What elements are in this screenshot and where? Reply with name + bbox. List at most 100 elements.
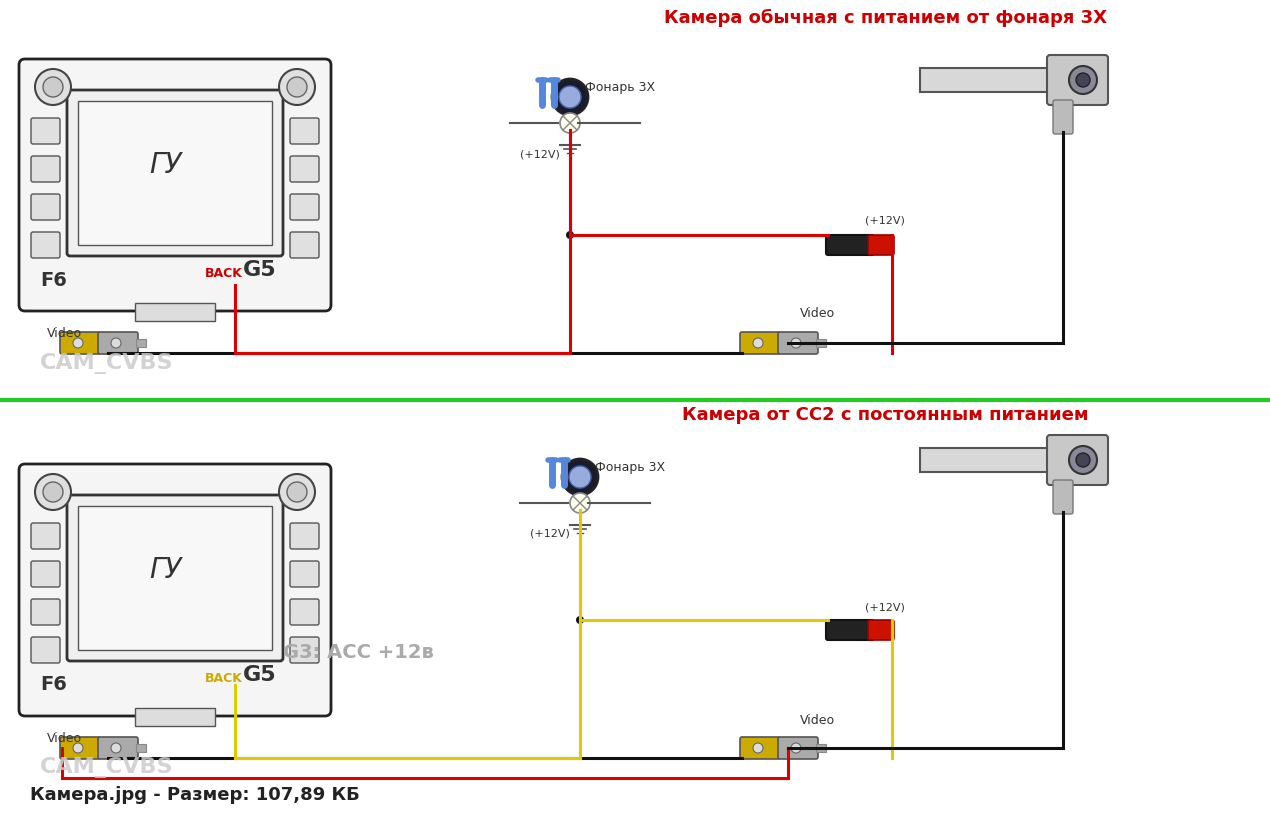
FancyBboxPatch shape [30,599,60,625]
FancyBboxPatch shape [290,637,319,663]
Text: G5: G5 [243,665,277,685]
Circle shape [110,743,121,753]
Bar [98,339,108,347]
FancyBboxPatch shape [1053,480,1073,514]
Text: G3: АСС +12в: G3: АСС +12в [283,643,434,662]
Circle shape [279,69,315,105]
Text: BACK: BACK [204,672,243,685]
Circle shape [36,69,71,105]
FancyBboxPatch shape [30,194,60,220]
FancyBboxPatch shape [779,737,818,759]
Bar [817,339,826,347]
Text: F6: F6 [39,270,67,290]
Text: (+12V): (+12V) [519,149,560,159]
FancyBboxPatch shape [740,737,780,759]
Circle shape [72,743,83,753]
FancyBboxPatch shape [826,620,874,640]
FancyBboxPatch shape [867,620,894,640]
FancyBboxPatch shape [290,156,319,182]
Text: Камера от СС2 с постоянным питанием: Камера от СС2 с постоянным питанием [682,406,1088,424]
Bar [779,744,787,752]
Circle shape [287,482,307,502]
Circle shape [287,77,307,97]
Circle shape [791,338,801,348]
Text: Фонарь 3Х: Фонарь 3Х [596,461,665,474]
Text: F6: F6 [39,676,67,695]
Bar [136,339,146,347]
Circle shape [1069,66,1097,94]
Bar [98,744,108,752]
FancyBboxPatch shape [60,737,100,759]
FancyBboxPatch shape [740,332,780,354]
Text: ГУ: ГУ [149,556,182,584]
FancyBboxPatch shape [30,232,60,258]
Circle shape [110,338,121,348]
Polygon shape [919,68,1071,92]
FancyBboxPatch shape [67,90,283,256]
Text: Video: Video [47,327,83,340]
FancyBboxPatch shape [826,235,874,255]
Circle shape [43,482,64,502]
Text: Фонарь 3Х: Фонарь 3Х [585,80,655,94]
Text: Камера обычная с питанием от фонаря 3Х: Камера обычная с питанием от фонаря 3Х [663,9,1106,27]
FancyBboxPatch shape [290,118,319,144]
Text: BACK: BACK [204,267,243,279]
Circle shape [279,474,315,510]
Circle shape [560,113,580,133]
FancyBboxPatch shape [30,637,60,663]
Bar [77,506,272,650]
Circle shape [577,616,584,624]
Circle shape [753,743,763,753]
Bar [136,744,146,752]
Text: CAM_CVBS: CAM_CVBS [39,352,174,374]
Bar [135,708,215,726]
Text: (+12V): (+12V) [530,529,570,539]
FancyBboxPatch shape [290,194,319,220]
FancyBboxPatch shape [1053,100,1073,134]
Circle shape [43,77,64,97]
FancyBboxPatch shape [98,332,138,354]
FancyBboxPatch shape [19,59,331,311]
Circle shape [36,474,71,510]
Bar [135,303,215,321]
FancyBboxPatch shape [30,561,60,587]
Circle shape [563,459,598,495]
FancyBboxPatch shape [867,235,894,255]
Bar [817,744,826,752]
FancyBboxPatch shape [290,561,319,587]
FancyBboxPatch shape [290,232,319,258]
FancyBboxPatch shape [30,118,60,144]
Circle shape [753,338,763,348]
FancyBboxPatch shape [290,599,319,625]
Text: (+12V): (+12V) [865,602,906,612]
FancyBboxPatch shape [30,156,60,182]
Text: G5: G5 [243,260,277,280]
Circle shape [566,231,574,239]
FancyBboxPatch shape [60,332,100,354]
FancyBboxPatch shape [67,495,283,661]
FancyBboxPatch shape [779,332,818,354]
Text: Video: Video [47,732,83,745]
Polygon shape [919,448,1071,472]
Bar [77,101,272,245]
FancyBboxPatch shape [98,737,138,759]
Text: ГУ: ГУ [149,151,182,179]
Circle shape [570,493,591,513]
Circle shape [552,79,588,115]
Text: Камера.jpg - Размер: 107,89 КБ: Камера.jpg - Размер: 107,89 КБ [30,786,359,804]
FancyBboxPatch shape [19,464,331,716]
Text: Video: Video [800,306,836,319]
Circle shape [72,338,83,348]
Bar [779,339,787,347]
FancyBboxPatch shape [1046,55,1107,105]
Circle shape [1076,453,1090,467]
Text: Video: Video [800,713,836,727]
Text: CAM_CVBS: CAM_CVBS [39,758,174,778]
Circle shape [1076,73,1090,87]
FancyBboxPatch shape [1046,435,1107,485]
FancyBboxPatch shape [290,523,319,549]
Text: (+12V): (+12V) [865,215,906,225]
Circle shape [791,743,801,753]
Circle shape [569,466,591,488]
FancyBboxPatch shape [30,523,60,549]
